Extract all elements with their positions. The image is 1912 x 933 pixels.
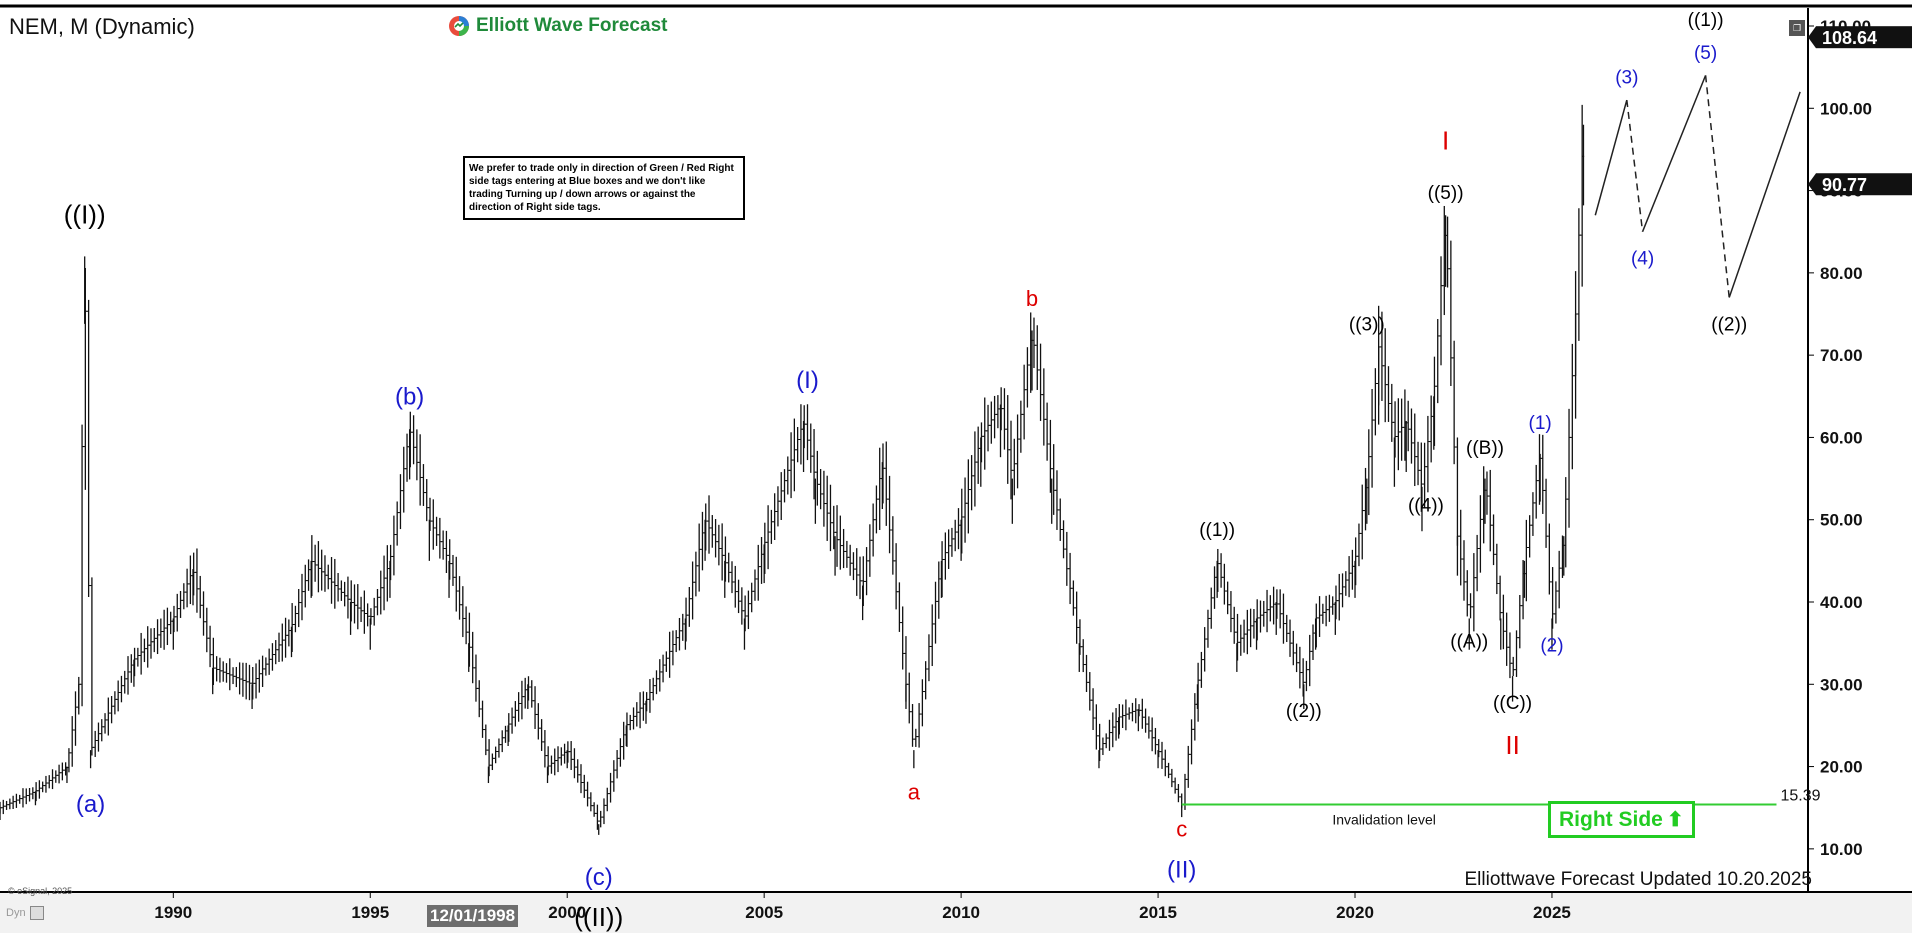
price-tag-label: 108.64 (1822, 28, 1877, 48)
wave-label: II (1505, 730, 1519, 760)
wave-label: (5) (1694, 43, 1717, 64)
y-tick-label: 20.00 (1820, 758, 1863, 777)
x-tick-label: 1995 (351, 903, 389, 922)
projection-segment (1728, 91, 1801, 298)
time-axis-bg (0, 893, 1912, 933)
wave-label: (I) (796, 367, 819, 394)
wave-label: ((4)) (1408, 495, 1444, 516)
dyn-control[interactable]: Dyn (6, 906, 44, 920)
price-tag-label: 90.77 (1822, 175, 1867, 195)
wave-label: ((1)) (1688, 10, 1724, 31)
y-tick-label: 30.00 (1820, 675, 1863, 694)
wave-label: ((3)) (1349, 314, 1385, 335)
ewf-logo-icon (449, 16, 469, 36)
wave-label: c (1176, 817, 1187, 842)
price-tag-box (1816, 26, 1912, 49)
x-tick-label: 2005 (745, 903, 783, 922)
wave-label: (b) (395, 384, 424, 411)
wave-label: (c) (585, 864, 613, 891)
wave-label: (a) (76, 791, 105, 818)
wave-label: ((B)) (1466, 438, 1504, 459)
wave-label: a (908, 779, 921, 804)
copyright-text: © eSignal, 2025 (8, 886, 73, 896)
y-tick-label: 40.00 (1820, 593, 1863, 612)
crosshair-date-label: 12/01/1998 (427, 905, 519, 927)
y-tick-label: 50.00 (1820, 511, 1863, 530)
y-tick-label: 100.00 (1820, 99, 1872, 118)
x-tick-label: 2020 (1336, 903, 1374, 922)
x-tick-label: 2010 (942, 903, 980, 922)
brand-name: Elliott Wave Forecast (476, 15, 668, 36)
price-tag-pointer (1808, 26, 1816, 49)
y-tick-label: 70.00 (1820, 346, 1863, 365)
up-arrow-icon: ⬆ (1666, 809, 1684, 831)
y-tick-label: 80.00 (1820, 264, 1863, 283)
price-tag-pointer (1808, 173, 1816, 196)
y-tick-label: 10.00 (1820, 840, 1863, 859)
wave-label: (II) (1167, 857, 1196, 884)
invalidation-caption: Invalidation level (1332, 812, 1436, 828)
projection-dashed-segment (1704, 75, 1730, 298)
x-tick-label: 1990 (154, 903, 192, 922)
wave-label: I (1442, 125, 1449, 155)
projection-dashed-segment (1626, 99, 1644, 232)
wave-label: (3) (1615, 68, 1638, 89)
wave-label: ((C)) (1493, 693, 1532, 714)
symbol-title: NEM, M (Dynamic) (9, 14, 195, 39)
wave-label: ((I)) (64, 199, 106, 229)
x-tick-label: 2025 (1533, 903, 1571, 922)
dyn-toggle-icon[interactable] (29, 906, 44, 920)
price-tag-box (1816, 173, 1912, 196)
right-side-tag: Right Side ⬆ (1548, 801, 1695, 838)
dyn-label: Dyn (6, 907, 26, 919)
wave-label: ((5)) (1428, 183, 1464, 204)
wave-label: (4) (1631, 249, 1654, 270)
wave-label: ((II)) (574, 902, 623, 932)
x-tick-label: 2000 (548, 903, 586, 922)
brand: Elliott Wave Forecast (448, 15, 667, 37)
invalidation-value-label: 15.39 (1780, 788, 1820, 805)
right-side-label: Right Side (1559, 807, 1663, 831)
projection-segment (1594, 99, 1628, 216)
updated-footer: Elliottwave Forecast Updated 10.20.2025 (1464, 869, 1813, 890)
wave-label: b (1026, 286, 1038, 311)
x-tick-label: 2015 (1139, 903, 1177, 922)
window-restore-icon[interactable]: ❐ (1789, 20, 1805, 36)
trading-note: We prefer to trade only in direction of … (463, 156, 745, 220)
projection-segment (1641, 75, 1707, 232)
wave-label: ((A)) (1450, 631, 1488, 652)
wave-label: ((2)) (1711, 314, 1747, 335)
wave-label: (1) (1529, 413, 1552, 434)
y-tick-label: 60.00 (1820, 428, 1863, 447)
wave-label: ((1)) (1199, 520, 1235, 541)
wave-label: (2) (1540, 635, 1563, 656)
wave-label: ((2)) (1286, 701, 1322, 722)
